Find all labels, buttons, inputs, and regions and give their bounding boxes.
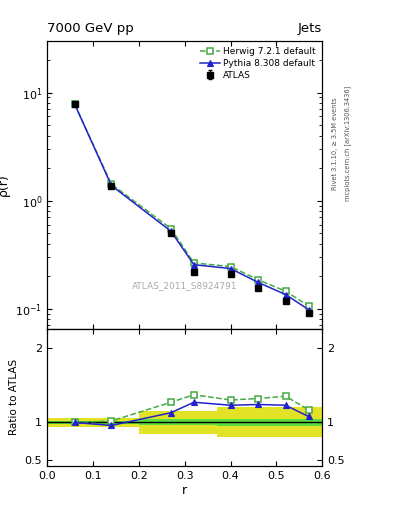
Herwig 7.2.1 default: [228, 264, 233, 270]
Pythia 8.308 default: [109, 182, 114, 188]
Pythia 8.308 default: [228, 265, 233, 271]
Text: 7000 GeV pp: 7000 GeV pp: [47, 22, 134, 35]
Herwig 7.2.1 default: [306, 303, 311, 309]
Y-axis label: Ratio to ATLAS: Ratio to ATLAS: [9, 359, 19, 435]
Legend: Herwig 7.2.1 default, Pythia 8.308 default, ATLAS: Herwig 7.2.1 default, Pythia 8.308 defau…: [198, 46, 318, 81]
Text: mcplots.cern.ch [arXiv:1306.3436]: mcplots.cern.ch [arXiv:1306.3436]: [344, 86, 351, 201]
Pythia 8.308 default: [283, 291, 288, 297]
Pythia 8.308 default: [306, 307, 311, 313]
Herwig 7.2.1 default: [191, 260, 196, 266]
Text: Rivet 3.1.10, ≥ 3.5M events: Rivet 3.1.10, ≥ 3.5M events: [332, 97, 338, 189]
Herwig 7.2.1 default: [256, 276, 261, 283]
Pythia 8.308 default: [191, 262, 196, 268]
Line: Pythia 8.308 default: Pythia 8.308 default: [72, 101, 312, 313]
Pythia 8.308 default: [72, 101, 77, 107]
Pythia 8.308 default: [169, 228, 173, 234]
Y-axis label: ρ(r): ρ(r): [0, 174, 10, 196]
Text: ATLAS_2011_S8924791: ATLAS_2011_S8924791: [132, 281, 237, 290]
Herwig 7.2.1 default: [169, 226, 173, 232]
Line: Herwig 7.2.1 default: Herwig 7.2.1 default: [72, 101, 312, 309]
X-axis label: r: r: [182, 483, 187, 497]
Pythia 8.308 default: [256, 279, 261, 285]
Herwig 7.2.1 default: [109, 181, 114, 187]
Text: Jets: Jets: [298, 22, 322, 35]
Herwig 7.2.1 default: [72, 101, 77, 107]
Herwig 7.2.1 default: [283, 288, 288, 294]
